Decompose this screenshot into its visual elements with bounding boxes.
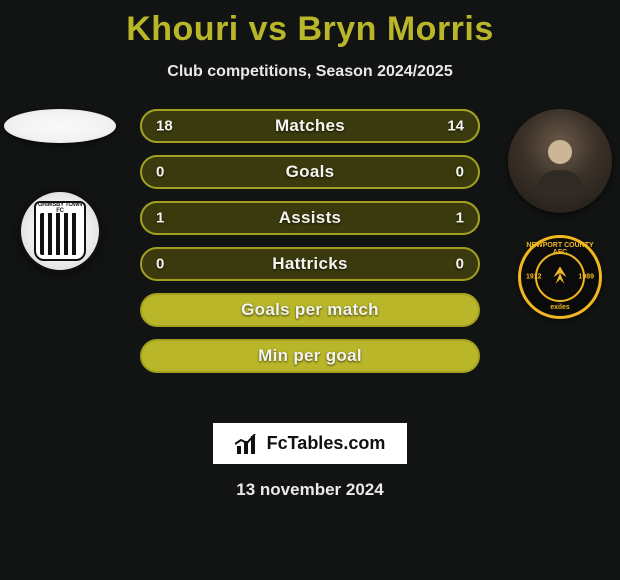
comparison-chart: GRIMSBY TOWN FC NEWPORT COUNTY AFC 1912 …	[0, 109, 620, 409]
stat-label: Goals	[286, 162, 335, 182]
stat-right-value: 0	[456, 164, 464, 181]
right-player-column: NEWPORT COUNTY AFC 1912 1989 exiles	[500, 109, 620, 319]
stat-left-value: 1	[156, 210, 164, 227]
right-club-year-left: 1912	[526, 274, 542, 281]
stat-row: Min per goal	[140, 339, 480, 373]
stat-left-value: 0	[156, 164, 164, 181]
stat-label: Min per goal	[258, 346, 362, 366]
right-club-motto: exiles	[521, 304, 599, 311]
left-player-column: GRIMSBY TOWN FC	[0, 109, 120, 273]
stat-label: Matches	[275, 116, 345, 136]
stat-label: Assists	[279, 208, 342, 228]
brand-badge[interactable]: FcTables.com	[213, 423, 408, 464]
right-player-avatar	[508, 109, 612, 213]
stat-right-value: 0	[456, 256, 464, 273]
stat-bars: 18 Matches 14 0 Goals 0 1 Assists 1 0 Hattricks 0 Go…	[140, 109, 480, 373]
right-club-label: NEWPORT COUNTY AFC	[521, 242, 599, 256]
stat-right-value: 14	[447, 118, 464, 135]
brand-label: FcTables.com	[267, 433, 386, 454]
stat-label: Goals per match	[241, 300, 379, 320]
person-icon	[530, 131, 590, 191]
stat-right-value: 1	[456, 210, 464, 227]
stat-label: Hattricks	[272, 254, 347, 274]
left-club-badge: GRIMSBY TOWN FC	[18, 189, 102, 273]
stat-row: 0 Goals 0	[140, 155, 480, 189]
page-subtitle: Club competitions, Season 2024/2025	[0, 63, 620, 81]
stat-row: Goals per match	[140, 293, 480, 327]
stat-row: 0 Hattricks 0	[140, 247, 480, 281]
stat-left-value: 0	[156, 256, 164, 273]
left-player-avatar	[4, 109, 116, 143]
wings-icon	[547, 262, 573, 293]
right-club-badge: NEWPORT COUNTY AFC 1912 1989 exiles	[518, 235, 602, 319]
stat-row: 1 Assists 1	[140, 201, 480, 235]
left-club-label: GRIMSBY TOWN FC	[36, 202, 84, 214]
page-title: Khouri vs Bryn Morris	[0, 0, 620, 49]
footer: FcTables.com 13 november 2024	[0, 423, 620, 500]
chart-icon	[235, 434, 259, 454]
date-label: 13 november 2024	[236, 480, 383, 500]
right-club-year-right: 1989	[578, 274, 594, 281]
stat-row: 18 Matches 14	[140, 109, 480, 143]
stat-left-value: 18	[156, 118, 173, 135]
